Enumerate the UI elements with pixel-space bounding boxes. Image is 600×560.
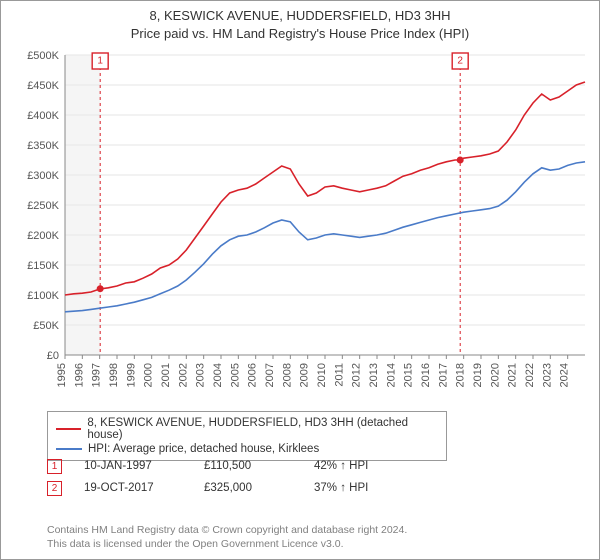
license-text: Contains HM Land Registry data © Crown c… — [47, 523, 407, 551]
transaction-pct-1: 42% ↑ HPI — [314, 460, 434, 472]
svg-text:2003: 2003 — [195, 363, 207, 387]
svg-text:2004: 2004 — [212, 363, 224, 387]
legend-row-property: 8, KESWICK AVENUE, HUDDERSFIELD, HD3 3HH… — [56, 416, 438, 442]
svg-text:£100K: £100K — [27, 290, 59, 302]
svg-text:1995: 1995 — [56, 363, 68, 387]
svg-text:£300K: £300K — [27, 170, 59, 182]
svg-text:2002: 2002 — [177, 363, 189, 387]
transaction-row-1: 1 10-JAN-1997 £110,500 42% ↑ HPI — [47, 455, 434, 477]
svg-text:£350K: £350K — [27, 140, 59, 152]
svg-text:2006: 2006 — [247, 363, 259, 387]
title-line-1: 8, KESWICK AVENUE, HUDDERSFIELD, HD3 3HH — [1, 7, 599, 25]
svg-text:2010: 2010 — [316, 363, 328, 387]
svg-text:2009: 2009 — [299, 363, 311, 387]
license-line-1: Contains HM Land Registry data © Crown c… — [47, 523, 407, 537]
svg-text:2005: 2005 — [229, 363, 241, 387]
svg-text:£0: £0 — [47, 350, 59, 362]
svg-text:£50K: £50K — [33, 320, 59, 332]
transaction-pct-2: 37% ↑ HPI — [314, 482, 434, 494]
transaction-marker-2: 2 — [47, 481, 62, 496]
legend-swatch-property — [56, 428, 81, 430]
svg-text:1996: 1996 — [73, 363, 85, 387]
transaction-price-2: £325,000 — [204, 482, 314, 494]
svg-text:2008: 2008 — [281, 363, 293, 387]
svg-text:1999: 1999 — [125, 363, 137, 387]
chart-title-block: 8, KESWICK AVENUE, HUDDERSFIELD, HD3 3HH… — [1, 1, 599, 42]
price-chart-svg: £0 £50K £100K £150K £200K £250K £300K £350K £400… — [9, 45, 593, 405]
transaction-row-2: 2 19-OCT-2017 £325,000 37% ↑ HPI — [47, 477, 434, 499]
svg-text:1: 1 — [97, 56, 103, 67]
svg-text:2018: 2018 — [455, 363, 467, 387]
svg-text:1998: 1998 — [108, 363, 120, 387]
svg-text:2011: 2011 — [333, 363, 345, 387]
transaction-marker-1: 1 — [47, 459, 62, 474]
svg-text:£200K: £200K — [27, 230, 59, 242]
svg-text:2013: 2013 — [368, 363, 380, 387]
license-line-2: This data is licensed under the Open Gov… — [47, 537, 407, 551]
svg-text:£450K: £450K — [27, 80, 59, 92]
svg-text:2022: 2022 — [524, 363, 536, 387]
legend: 8, KESWICK AVENUE, HUDDERSFIELD, HD3 3HH… — [47, 411, 447, 461]
legend-row-hpi: HPI: Average price, detached house, Kirk… — [56, 442, 438, 456]
svg-text:2014: 2014 — [385, 363, 397, 387]
legend-swatch-hpi — [56, 448, 82, 450]
chart-area: £0 £50K £100K £150K £200K £250K £300K £350K £400… — [9, 45, 593, 405]
legend-label-property: 8, KESWICK AVENUE, HUDDERSFIELD, HD3 3HH… — [87, 417, 438, 441]
svg-text:2015: 2015 — [403, 363, 415, 387]
svg-text:£250K: £250K — [27, 200, 59, 212]
transaction-date-1: 10-JAN-1997 — [84, 460, 204, 472]
svg-text:£400K: £400K — [27, 110, 59, 122]
legend-label-hpi: HPI: Average price, detached house, Kirk… — [88, 443, 319, 455]
transaction-date-2: 19-OCT-2017 — [84, 482, 204, 494]
svg-text:1997: 1997 — [91, 363, 103, 387]
svg-text:2019: 2019 — [472, 363, 484, 387]
transactions-block: 1 10-JAN-1997 £110,500 42% ↑ HPI 2 19-OC… — [47, 455, 434, 499]
svg-text:2024: 2024 — [559, 363, 571, 387]
svg-text:2023: 2023 — [541, 363, 553, 387]
transaction-price-1: £110,500 — [204, 460, 314, 472]
svg-text:2000: 2000 — [143, 363, 155, 387]
title-line-2: Price paid vs. HM Land Registry's House … — [1, 25, 599, 43]
svg-text:2017: 2017 — [437, 363, 449, 387]
svg-text:2007: 2007 — [264, 363, 276, 387]
svg-text:£500K: £500K — [27, 50, 59, 62]
svg-text:2: 2 — [457, 56, 463, 67]
svg-text:2021: 2021 — [507, 363, 519, 387]
svg-text:2012: 2012 — [351, 363, 363, 387]
svg-text:2016: 2016 — [420, 363, 432, 387]
svg-text:2020: 2020 — [489, 363, 501, 387]
svg-text:£150K: £150K — [27, 260, 59, 272]
svg-text:2001: 2001 — [160, 363, 172, 387]
